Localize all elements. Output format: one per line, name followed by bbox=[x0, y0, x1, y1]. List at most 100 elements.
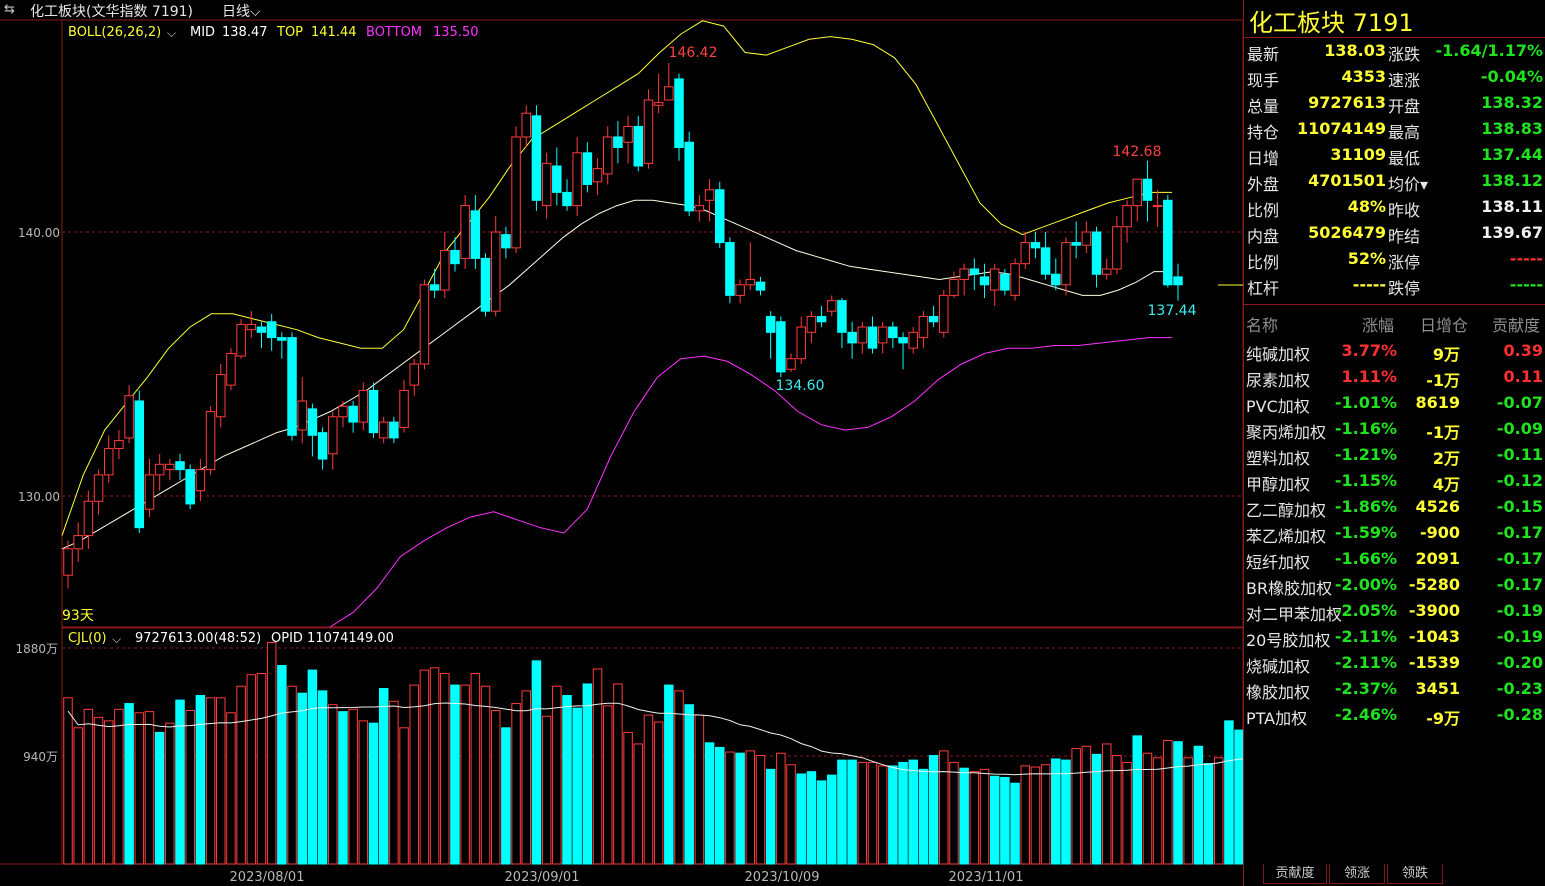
candle bbox=[959, 263, 969, 296]
candle-body bbox=[704, 189, 715, 201]
candle bbox=[847, 321, 857, 359]
candle bbox=[114, 430, 124, 460]
list-item[interactable]: 塑料加权 -1.21% 2万 -0.11 bbox=[1244, 442, 1545, 468]
list-item[interactable]: 烧碱加权 -2.11% -1539 -0.20 bbox=[1244, 650, 1545, 676]
candle bbox=[928, 305, 939, 328]
volume-bar bbox=[816, 780, 827, 865]
volume-bar bbox=[908, 759, 918, 865]
candle-body bbox=[470, 210, 481, 259]
candle bbox=[592, 158, 603, 196]
volume-bar bbox=[1030, 766, 1041, 865]
candle-body bbox=[480, 257, 491, 312]
quote-value: 48% bbox=[1347, 197, 1386, 216]
volume-bar bbox=[216, 697, 226, 865]
quote-panel: 化工板块 7191 最新 138.03 涨跌 -1.64/1.17% 现手 4353 速涨 -… bbox=[1243, 0, 1545, 886]
candle-body bbox=[1132, 178, 1143, 207]
volume-bar bbox=[1203, 763, 1214, 865]
list-item[interactable]: 橡胶加权 -2.37% 3451 -0.23 bbox=[1244, 676, 1545, 702]
candle bbox=[877, 321, 888, 354]
candle bbox=[745, 242, 756, 291]
volume-indicator-name[interactable]: CJL(0) bbox=[68, 631, 107, 646]
period-selector[interactable]: 日线⌵ bbox=[222, 1, 261, 21]
list-item[interactable]: 苯乙烯加权 -1.59% -900 -0.17 bbox=[1244, 520, 1545, 546]
volume-bar bbox=[531, 660, 542, 865]
volume-bar bbox=[409, 684, 419, 865]
candle-body bbox=[216, 374, 226, 418]
volume-bar bbox=[796, 773, 806, 865]
candle-body bbox=[1081, 231, 1092, 246]
candle bbox=[979, 263, 990, 298]
list-item[interactable]: PVC加权 -1.01% 8619 -0.07 bbox=[1244, 390, 1545, 416]
candle bbox=[704, 179, 715, 222]
candle bbox=[602, 126, 613, 185]
list-item[interactable]: 尿素加权 1.11% -1万 0.11 bbox=[1244, 364, 1545, 390]
contract-name: 烧碱加权 bbox=[1246, 657, 1311, 676]
candle-body bbox=[694, 205, 705, 212]
candle-body bbox=[144, 474, 155, 510]
candlestick-chart[interactable]: BOLL(26,26,2) ⌵ MID 138.47 TOP 141.44 BO… bbox=[0, 0, 1243, 886]
volume-bar bbox=[246, 674, 257, 865]
list-item[interactable]: 短纤加权 -1.66% 2091 -0.17 bbox=[1244, 546, 1545, 572]
list-item[interactable]: 对二甲苯加权 -2.05% -3900 -0.19 bbox=[1244, 598, 1545, 624]
candle bbox=[531, 105, 542, 211]
list-header-name[interactable]: 名称 bbox=[1246, 316, 1279, 335]
bottom-label: BOTTOM bbox=[366, 25, 422, 40]
list-item[interactable]: 乙二醇加权 -1.86% 4526 -0.15 bbox=[1244, 494, 1545, 520]
list-header-change[interactable]: 涨幅 bbox=[1362, 316, 1395, 335]
contract-oi-change: 3451 bbox=[1415, 679, 1460, 698]
candle bbox=[1040, 232, 1051, 280]
tab-contribution[interactable]: 贡献度 bbox=[1263, 864, 1327, 884]
candle bbox=[1101, 258, 1112, 280]
volume-chevron-icon[interactable]: ⌵ bbox=[112, 632, 121, 646]
candle bbox=[358, 382, 369, 430]
contract-contribution: 0.11 bbox=[1503, 367, 1543, 386]
boll-chevron-icon[interactable]: ⌵ bbox=[167, 26, 176, 40]
list-item[interactable]: BR橡胶加权 -2.00% -5280 -0.17 bbox=[1244, 572, 1545, 598]
middle-band-line bbox=[61, 199, 1172, 550]
boll-indicator-name[interactable]: BOLL(26,26,2) bbox=[68, 25, 161, 40]
volume-bar bbox=[266, 641, 277, 865]
candle bbox=[511, 126, 521, 254]
list-item[interactable]: 聚丙烯加权 -1.16% -1万 -0.09 bbox=[1244, 416, 1545, 442]
contract-change: 3.77% bbox=[1341, 341, 1397, 360]
list-item[interactable]: 甲醇加权 -1.15% 4万 -0.12 bbox=[1244, 468, 1545, 494]
contract-contribution: -0.20 bbox=[1496, 653, 1543, 672]
candle-body bbox=[501, 234, 511, 249]
swap-icon[interactable]: ⇆ bbox=[4, 2, 15, 17]
candle-body bbox=[307, 408, 318, 436]
volume-bar bbox=[541, 715, 552, 865]
volume-bar bbox=[1112, 755, 1122, 865]
candle bbox=[918, 311, 929, 349]
contract-change: -2.00% bbox=[1334, 575, 1397, 594]
list-header-contrib[interactable]: 贡献度 bbox=[1492, 316, 1541, 335]
quote-value: 137.44 bbox=[1481, 145, 1543, 164]
contract-contribution: -0.17 bbox=[1496, 523, 1543, 542]
quote-label: 涨跌 bbox=[1388, 45, 1421, 64]
candle bbox=[195, 459, 206, 502]
contract-contribution: -0.19 bbox=[1496, 627, 1543, 646]
contract-change: -2.37% bbox=[1334, 679, 1397, 698]
volume-bar bbox=[714, 746, 725, 865]
contract-oi-change: 9万 bbox=[1432, 345, 1460, 364]
volume-bar bbox=[898, 761, 908, 865]
list-item[interactable]: PTA加权 -2.46% -9万 -0.28 bbox=[1244, 702, 1545, 728]
contract-name: 短纤加权 bbox=[1246, 553, 1311, 572]
volume-bar bbox=[144, 711, 155, 865]
candle-body bbox=[602, 136, 613, 175]
candle-body bbox=[297, 400, 307, 431]
candle bbox=[1000, 268, 1010, 296]
list-header-oi[interactable]: 日增仓 bbox=[1420, 316, 1469, 335]
quote-label: 日增 bbox=[1247, 149, 1280, 168]
bottom-tabs: 贡献度 领涨 领跌 bbox=[1243, 864, 1545, 886]
volume-bar bbox=[969, 771, 980, 865]
candle-body bbox=[1152, 205, 1163, 208]
tab-top-losers[interactable]: 领跌 bbox=[1387, 864, 1443, 884]
list-item[interactable]: 20号胶加权 -2.11% -1043 -0.19 bbox=[1244, 624, 1545, 650]
candle-body bbox=[1112, 226, 1122, 270]
volume-bar bbox=[1091, 753, 1102, 865]
contract-oi-change: 4526 bbox=[1415, 497, 1460, 516]
tab-top-gainers[interactable]: 领涨 bbox=[1329, 864, 1385, 884]
list-item[interactable]: 纯碱加权 3.77% 9万 0.39 bbox=[1244, 338, 1545, 364]
candle-body bbox=[745, 279, 756, 286]
volume-bar bbox=[103, 720, 114, 865]
